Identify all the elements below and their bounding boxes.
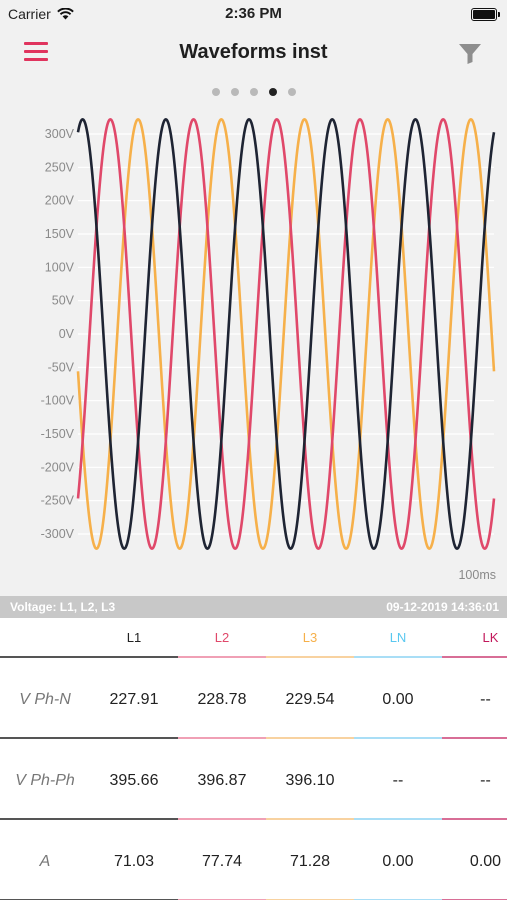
chart-info-strip: Voltage: L1, L2, L3 09-12-2019 14:36:01 (0, 596, 507, 618)
page-dot-5[interactable] (287, 88, 296, 96)
filter-icon[interactable] (457, 42, 483, 66)
y-tick-label: 200V (45, 194, 75, 208)
y-tick-label: -300V (41, 527, 75, 541)
waveform-chart[interactable]: 300V 250V 200V 150V 100V 50V 0V -50V -100V -150V -… (0, 106, 507, 596)
y-tick-label: 100V (45, 260, 75, 274)
table-cell: -- (480, 691, 491, 708)
header-col-l3: L3 (266, 618, 354, 658)
row-label: V Ph-N (19, 691, 71, 708)
header-label-cell (0, 618, 90, 658)
table-cell: 0.00 (382, 691, 414, 708)
table-header: L1 L2 L3 LN LK (0, 618, 507, 658)
battery-icon (471, 8, 500, 21)
x-axis-label: 100ms (458, 568, 496, 582)
table-cell: -- (392, 772, 404, 789)
page-title: Waveforms inst (179, 41, 328, 63)
table-cell: 71.28 (289, 853, 331, 870)
chart-channels-label: Voltage: L1, L2, L3 (10, 600, 116, 614)
y-tick-label: -250V (41, 494, 75, 508)
status-bar: Carrier 2:36 PM (0, 0, 507, 30)
page-dot-2[interactable] (230, 88, 239, 96)
table-cell: 77.74 (201, 853, 243, 870)
table-cell: 0.00 (382, 853, 414, 870)
row-label: A (39, 853, 51, 870)
series-line-l2 (76, 118, 496, 550)
clock: 2:36 PM (225, 5, 282, 22)
carrier-status: Carrier (8, 6, 74, 22)
header-l1-label: L1 (126, 630, 142, 645)
table-cell: 396.10 (285, 772, 335, 789)
header-col-l1: L1 (90, 618, 178, 658)
table-cell: 0.00 (469, 853, 502, 870)
table-cell: 396.87 (197, 772, 247, 789)
row-label: V Ph-Ph (15, 772, 75, 789)
y-tick-label: 300V (45, 127, 75, 141)
table-cell: -- (480, 772, 491, 789)
waveform-chart-svg: 300V 250V 200V 150V 100V 50V 0V -50V -100V -150V -… (41, 118, 496, 582)
y-tick-label: 0V (59, 327, 75, 341)
table-cell: 228.78 (197, 691, 247, 708)
page-dot-4[interactable] (268, 88, 277, 96)
page-indicator[interactable] (0, 78, 507, 106)
y-tick-label: -200V (41, 460, 75, 474)
hamburger-menu-icon[interactable] (24, 42, 56, 66)
header-ln-label: LN (389, 630, 407, 645)
header-l2-label: L2 (214, 630, 230, 645)
header-col-ln: LN (354, 618, 442, 658)
table-cell: 229.54 (285, 691, 335, 708)
series-line-l3 (76, 118, 496, 550)
header-col-lk: LK (442, 618, 507, 658)
header-col-l2: L2 (178, 618, 266, 658)
table-cell: 227.91 (109, 691, 159, 708)
row-divider (0, 818, 507, 820)
carrier-label: Carrier (8, 6, 51, 22)
y-tick-label: 150V (45, 227, 75, 241)
chart-timestamp: 09-12-2019 14:36:01 (386, 600, 499, 614)
table-cell: 395.66 (109, 772, 159, 789)
y-tick-label: -100V (41, 394, 75, 408)
table-row: V Ph-Ph 395.66 396.87 396.10 -- -- (0, 739, 507, 820)
measurement-table: L1 L2 L3 LN LK V Ph-N 227.91 228.78 229.… (0, 618, 507, 900)
header-lk-label: LK (482, 630, 499, 645)
page-dot-1[interactable] (211, 88, 220, 96)
header-l3-label: L3 (302, 630, 318, 645)
series-line-l1 (76, 118, 496, 550)
wifi-icon (56, 8, 74, 20)
page-dot-3[interactable] (249, 88, 258, 96)
row-divider (0, 737, 507, 739)
y-tick-label: -50V (48, 360, 75, 374)
y-tick-label: 250V (45, 160, 75, 174)
table-row: V Ph-N 227.91 228.78 229.54 0.00 -- (0, 658, 507, 739)
table-row: A 71.03 77.74 71.28 0.00 0.00 (0, 820, 507, 900)
y-tick-label: 50V (52, 294, 75, 308)
table-cell: 71.03 (113, 853, 155, 870)
y-tick-label: -150V (41, 427, 75, 441)
navigation-bar: Waveforms inst (0, 30, 507, 78)
